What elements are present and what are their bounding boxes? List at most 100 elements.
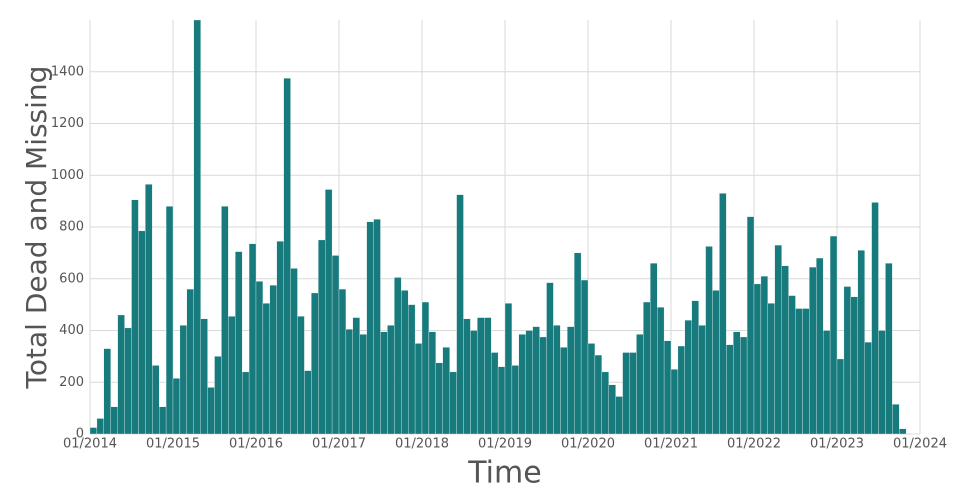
bar — [138, 230, 146, 435]
bar — [622, 352, 630, 435]
bar — [421, 301, 430, 435]
bar — [836, 358, 845, 435]
bar — [103, 348, 111, 435]
bar — [373, 219, 381, 435]
bar — [712, 290, 720, 435]
bar — [629, 352, 637, 435]
bar — [366, 221, 374, 435]
x-tick-label: 01/2014 — [63, 437, 117, 452]
bar — [262, 303, 270, 435]
bar — [518, 334, 526, 435]
bar — [345, 329, 353, 435]
y-tick-label: 1000 — [51, 168, 84, 183]
bar — [767, 303, 775, 435]
bar — [207, 387, 215, 435]
bar — [878, 330, 886, 435]
bar — [560, 347, 568, 435]
bar — [670, 369, 679, 435]
bar — [248, 243, 257, 435]
bar — [580, 279, 589, 435]
bar — [698, 325, 706, 435]
bar — [781, 265, 789, 435]
bar — [608, 384, 616, 435]
bar — [504, 303, 513, 435]
bar — [179, 325, 187, 435]
bar — [760, 276, 768, 435]
bar — [864, 341, 872, 435]
bar — [484, 317, 492, 435]
bar — [615, 396, 623, 435]
bar — [899, 428, 907, 435]
bar — [843, 286, 851, 435]
bar — [594, 354, 602, 435]
bar — [823, 330, 831, 435]
bar — [601, 371, 609, 435]
bar — [242, 371, 250, 435]
bar — [892, 404, 900, 435]
bar — [574, 252, 582, 435]
bar — [172, 378, 181, 435]
y-tick-label: 1200 — [51, 116, 84, 131]
y-tick-label: 1400 — [51, 64, 84, 79]
bar — [802, 308, 810, 435]
bar — [463, 318, 471, 435]
bar — [663, 340, 672, 435]
bar — [193, 19, 201, 435]
bar — [636, 334, 644, 435]
bar — [200, 318, 208, 435]
bar — [359, 334, 367, 435]
bar — [380, 331, 388, 435]
bar — [774, 244, 782, 435]
bar — [816, 257, 824, 435]
bar — [228, 316, 236, 435]
bar — [131, 199, 139, 435]
y-tick-label: 800 — [59, 220, 84, 235]
bar — [497, 366, 506, 435]
bar — [159, 406, 167, 435]
bar — [719, 193, 727, 435]
bar — [477, 317, 485, 435]
x-tick-label: 01/2022 — [727, 437, 781, 452]
bar — [297, 316, 305, 435]
bar — [553, 325, 561, 435]
bar — [449, 371, 457, 435]
bar — [829, 235, 838, 435]
y-axis-label: Total Dead and Missing — [20, 66, 53, 390]
bar — [352, 317, 360, 435]
bar — [857, 250, 865, 435]
bar — [387, 325, 395, 435]
bar — [255, 281, 264, 435]
x-tick-label: 01/2015 — [146, 437, 200, 452]
bar — [850, 296, 858, 435]
bar — [304, 370, 312, 435]
bar — [684, 319, 692, 435]
bar — [795, 308, 803, 435]
bar — [110, 406, 118, 435]
bar — [290, 268, 298, 435]
bar — [746, 216, 755, 435]
x-tick-label: 01/2016 — [229, 437, 283, 452]
bar — [331, 255, 340, 435]
bar — [152, 365, 160, 435]
bar — [643, 301, 651, 435]
bar — [186, 288, 194, 435]
bar — [145, 184, 153, 435]
bar — [428, 331, 436, 435]
bar — [809, 266, 817, 435]
x-tick-label: 01/2017 — [312, 437, 366, 452]
bar — [733, 331, 741, 435]
bar — [740, 336, 748, 435]
bar — [311, 292, 319, 435]
x-tick-label: 01/2018 — [395, 437, 449, 452]
y-tick-label: 400 — [59, 323, 84, 338]
bar — [214, 356, 222, 435]
bar — [525, 330, 533, 435]
bar — [691, 300, 699, 435]
bar — [657, 307, 665, 435]
bar — [726, 344, 734, 435]
bar — [753, 283, 762, 435]
x-tick-label: 01/2020 — [561, 437, 615, 452]
bar — [677, 345, 685, 435]
y-tick-label: 200 — [59, 375, 84, 390]
